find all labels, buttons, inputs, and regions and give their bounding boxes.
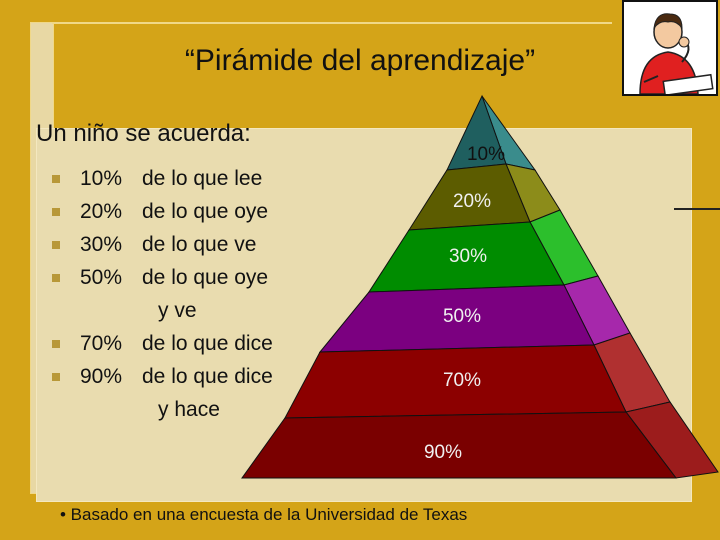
item-text: de lo que dice <box>142 332 273 355</box>
item-text: de lo que ve <box>142 233 257 256</box>
pyramid-level-6 <box>241 411 678 479</box>
pyramid-label-level-4: 50% <box>443 306 481 327</box>
thinking-student-icon <box>622 0 718 97</box>
list-item: 30% de lo que ve <box>50 228 273 261</box>
bullet-icon <box>52 208 60 216</box>
list-item: 70% de lo que dice <box>50 327 273 360</box>
item-text: de lo que lee <box>142 167 263 190</box>
recall-list: 10% de lo que lee 20% de lo que oye 30% de … <box>50 162 273 426</box>
slide-subtitle: Un niño se acuerda: <box>36 120 251 147</box>
list-item: 10% de lo que lee <box>50 162 273 195</box>
pyramid-label-level-3: 30% <box>449 246 487 267</box>
item-percent: 70% <box>80 332 123 355</box>
decorative-frame-top <box>52 22 612 24</box>
pyramid-label-level-2: 20% <box>453 191 491 212</box>
source-footnote: • Basado en una encuesta de la Universid… <box>60 505 468 524</box>
item-percent: 90% <box>80 365 123 388</box>
bullet-icon <box>52 175 60 183</box>
pyramid-label-level-5: 70% <box>443 370 481 391</box>
bullet-icon <box>52 241 60 249</box>
list-item: 50% de lo que oye y ve <box>50 261 273 327</box>
bullet-icon <box>52 340 60 348</box>
item-percent: 20% <box>80 200 123 223</box>
item-text: de lo que dice y hace <box>142 360 273 426</box>
item-percent: 50% <box>80 266 123 289</box>
pyramid-label-level-6: 90% <box>424 442 462 463</box>
list-item: 20% de lo que oye <box>50 195 273 228</box>
item-continuation: y ve <box>158 299 197 322</box>
item-text: de lo que oye <box>142 200 269 223</box>
slide-title: “Pirámide del aprendizaje” <box>184 44 536 77</box>
list-item: 90% de lo que dice y hace <box>50 360 273 426</box>
bullet-icon <box>52 274 60 282</box>
item-percent: 10% <box>80 167 123 190</box>
decorative-rule <box>674 208 720 210</box>
pyramid-label-level-1: 10% <box>467 144 505 165</box>
item-continuation: y hace <box>158 398 220 421</box>
item-percent: 30% <box>80 233 123 256</box>
bullet-icon <box>52 373 60 381</box>
item-text: de lo que oye y ve <box>142 261 268 327</box>
